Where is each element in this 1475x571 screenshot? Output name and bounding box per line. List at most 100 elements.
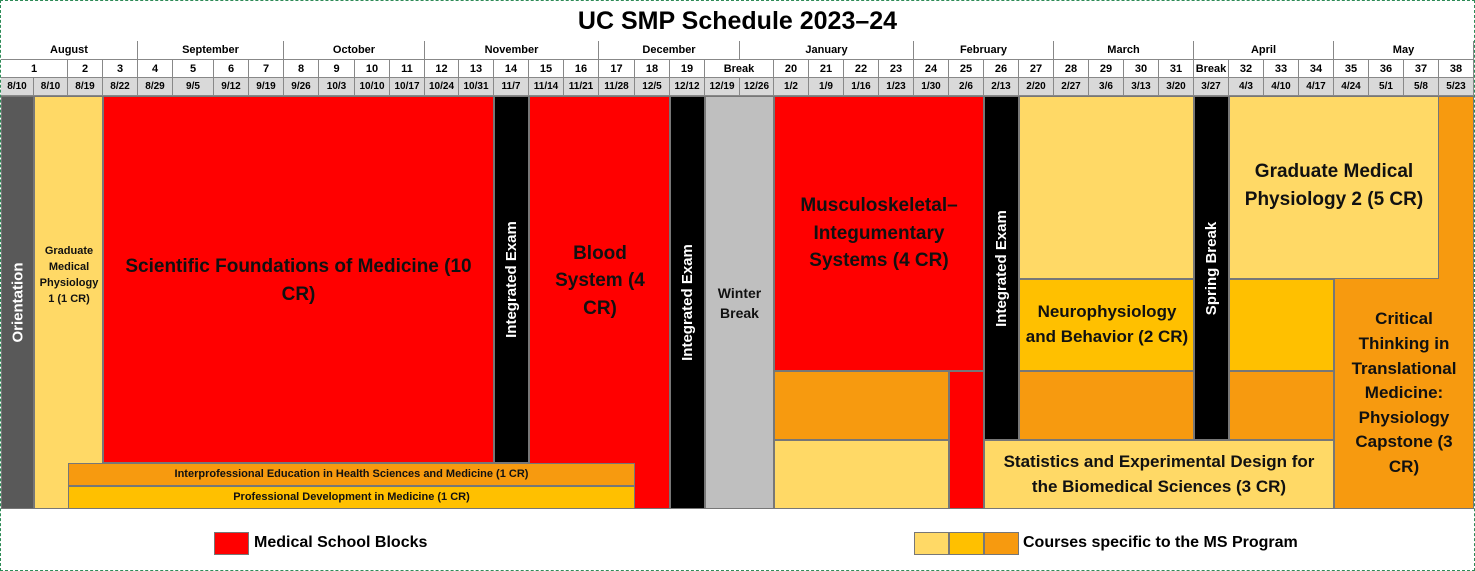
date-label: 5/1	[1369, 78, 1404, 96]
pd-block	[68, 486, 635, 509]
legend-swatch	[914, 532, 949, 555]
date-label: 1/16	[844, 78, 879, 96]
date-label: 9/19	[249, 78, 284, 96]
month-label: October	[284, 41, 425, 60]
date-label: 12/26	[740, 78, 774, 96]
date-label: 3/13	[1124, 78, 1159, 96]
date-label: 4/24	[1334, 78, 1369, 96]
date-label: 10/17	[390, 78, 425, 96]
exam3-label: Integrated Exam	[984, 96, 1019, 440]
week-label: 7	[249, 60, 284, 78]
month-label: January	[740, 41, 914, 60]
blood-block	[529, 96, 670, 509]
date-label: 10/31	[459, 78, 494, 96]
gmp2-block	[1229, 96, 1439, 279]
blood-label: Blood System (4 CR)	[555, 242, 645, 319]
date-label: 1/23	[879, 78, 914, 96]
week-label: 34	[1299, 60, 1334, 78]
week-label: 16	[564, 60, 599, 78]
week-label: 17	[599, 60, 635, 78]
month-label: February	[914, 41, 1054, 60]
date-label: 2/27	[1054, 78, 1089, 96]
winter-label: Winter Break	[717, 284, 762, 321]
legend-swatch	[214, 532, 249, 555]
stats-block	[984, 440, 1334, 509]
week-label: 15	[529, 60, 564, 78]
week-label: 33	[1264, 60, 1299, 78]
week-label: 5	[173, 60, 214, 78]
stats-label: Statistics and Experimental Design for t…	[1003, 452, 1315, 496]
gmp1-block	[34, 96, 103, 509]
date-label: 1/9	[809, 78, 844, 96]
week-label: 22	[844, 60, 879, 78]
date-label: 11/28	[599, 78, 635, 96]
month-label: August	[1, 41, 138, 60]
msk-block	[774, 96, 984, 371]
exam2-label: Integrated Exam	[670, 96, 705, 509]
week-label: 13	[459, 60, 494, 78]
date-label: 12/12	[670, 78, 705, 96]
date-label: 8/10	[1, 78, 34, 96]
gmp1-label: Graduate Medical Physiology 1 (1 CR)	[39, 245, 99, 305]
month-label: April	[1194, 41, 1334, 60]
legend-swatch	[949, 532, 984, 555]
week-label: 29	[1089, 60, 1124, 78]
month-label: March	[1054, 41, 1194, 60]
date-label: 12/19	[705, 78, 740, 96]
exam1-block	[494, 96, 529, 463]
ipe-block	[68, 463, 635, 486]
week-label: 24	[914, 60, 949, 78]
date-label: 11/7	[494, 78, 529, 96]
winter-block	[705, 96, 774, 509]
month-label: May	[1334, 41, 1474, 60]
text: Integrated Exam	[993, 209, 1010, 327]
msk-label: Musculoskeletal–Integumentary Systems (4…	[800, 195, 958, 272]
week-label: 30	[1124, 60, 1159, 78]
date-label: 4/3	[1229, 78, 1264, 96]
ms-course-block	[1229, 371, 1334, 440]
week-label: 25	[949, 60, 984, 78]
date-label: 8/10	[34, 78, 68, 96]
week-label: 11	[390, 60, 425, 78]
date-label: 3/20	[1159, 78, 1194, 96]
text: Orientation	[9, 262, 27, 343]
text: Integrated Exam	[679, 244, 696, 361]
week-label: Break	[705, 60, 774, 78]
exam2-block	[670, 96, 705, 509]
date-label: 10/3	[319, 78, 355, 96]
gmp2-label: Graduate Medical Physiology 2 (5 CR)	[1244, 161, 1424, 210]
ms-course-block	[1229, 279, 1334, 371]
date-label: 8/29	[138, 78, 173, 96]
date-label: 3/27	[1194, 78, 1229, 96]
date-label: 9/26	[284, 78, 319, 96]
date-label: 11/21	[564, 78, 599, 96]
date-label: 5/23	[1439, 78, 1474, 96]
date-label: 3/6	[1089, 78, 1124, 96]
week-label: 3	[103, 60, 138, 78]
spring-block	[1194, 96, 1229, 440]
legend-swatch	[984, 532, 1019, 555]
critical-label: Critical Thinking in Translational Medic…	[1351, 309, 1457, 477]
date-label: 2/6	[949, 78, 984, 96]
date-label: 10/24	[425, 78, 459, 96]
week-label: 19	[670, 60, 705, 78]
orientation-label: Orientation	[1, 96, 34, 509]
month-label: September	[138, 41, 284, 60]
pd-label: Professional Development in Medicine (1 …	[233, 490, 470, 503]
title: UC SMP Schedule 2023–24	[577, 6, 898, 35]
date-label: 1/30	[914, 78, 949, 96]
text: Integrated Exam	[503, 221, 520, 338]
week-label: 2	[68, 60, 103, 78]
month-label: December	[599, 41, 740, 60]
sfm-block	[103, 96, 494, 463]
exam1-label: Integrated Exam	[494, 96, 529, 463]
ms-course-block	[774, 440, 949, 509]
date-label: 5/8	[1404, 78, 1439, 96]
msk-block-tail	[949, 371, 984, 509]
date-label: 4/17	[1299, 78, 1334, 96]
date-label: 10/10	[355, 78, 390, 96]
exam3-block	[984, 96, 1019, 440]
date-label: 9/12	[214, 78, 249, 96]
date-label: 2/20	[1019, 78, 1054, 96]
